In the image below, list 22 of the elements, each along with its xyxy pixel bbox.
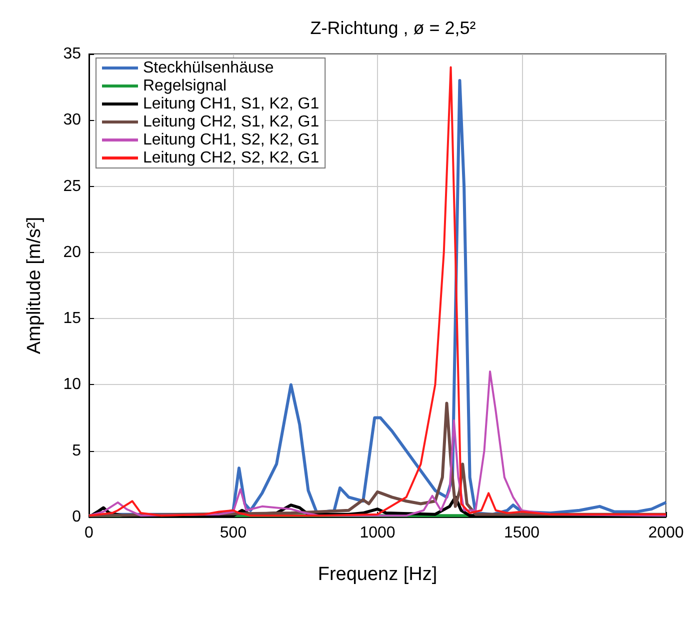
y-tick-label: 35 [63,46,82,62]
legend-label: Leitung CH2, S2, K2, G1 [143,150,320,166]
y-tick-label: 0 [72,508,82,526]
y-axis-title: Amplitude [m/s²] [24,216,45,354]
x-tick-label: 2000 [648,524,684,542]
x-tick-label: 500 [220,524,247,542]
x-tick-label: 1000 [360,524,396,542]
x-tick-label: 1500 [504,524,540,542]
y-tick-label: 30 [63,112,82,129]
y-tick-label: 5 [72,442,82,460]
x-axis-title: Frequenz [Hz] [318,564,438,585]
legend-label: Leitung CH1, S1, K2, G1 [143,96,320,112]
y-tick-label: 20 [63,244,82,261]
y-tick-label: 25 [63,178,82,195]
y-tick-label: 15 [63,310,82,328]
y-tick-label: 10 [63,376,82,394]
legend-label: Leitung CH1, S2, K2, G1 [143,132,320,148]
chart-title: Z-Richtung , ø = 2,5² [310,18,476,38]
legend-label: Leitung CH2, S1, K2, G1 [143,114,320,130]
legend-label: Regelsignal [143,78,227,94]
x-tick-label: 0 [84,524,94,542]
legend-label: Steckhülsenhäuse [143,60,274,76]
